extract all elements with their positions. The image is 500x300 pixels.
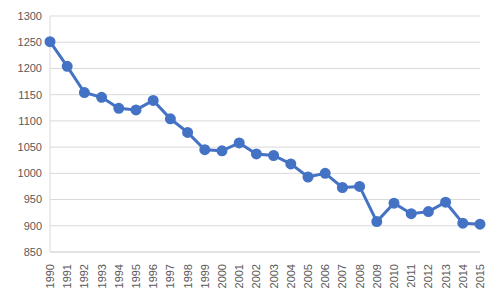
svg-text:1250: 1250 (18, 36, 42, 48)
svg-text:2007: 2007 (336, 264, 348, 288)
svg-text:2000: 2000 (216, 264, 228, 288)
svg-text:1200: 1200 (18, 62, 42, 74)
svg-text:2003: 2003 (268, 264, 280, 288)
svg-text:2015: 2015 (474, 264, 486, 288)
svg-text:1998: 1998 (182, 264, 194, 288)
svg-text:2009: 2009 (371, 264, 383, 288)
svg-text:1997: 1997 (164, 264, 176, 288)
svg-text:1992: 1992 (78, 264, 90, 288)
svg-text:1995: 1995 (130, 264, 142, 288)
svg-text:1000: 1000 (18, 167, 42, 179)
svg-text:1990: 1990 (44, 264, 56, 288)
svg-text:1150: 1150 (18, 89, 42, 101)
svg-text:2005: 2005 (302, 264, 314, 288)
svg-text:2002: 2002 (250, 264, 262, 288)
svg-text:950: 950 (24, 193, 42, 205)
svg-text:2010: 2010 (388, 264, 400, 288)
svg-text:2001: 2001 (233, 264, 245, 288)
svg-text:2012: 2012 (422, 264, 434, 288)
svg-text:1991: 1991 (61, 264, 73, 288)
svg-text:1100: 1100 (18, 115, 42, 127)
svg-text:2004: 2004 (285, 264, 297, 288)
svg-text:1993: 1993 (96, 264, 108, 288)
svg-text:2008: 2008 (354, 264, 366, 288)
svg-text:2013: 2013 (440, 264, 452, 288)
svg-text:900: 900 (24, 220, 42, 232)
svg-text:2011: 2011 (405, 264, 417, 288)
svg-text:850: 850 (24, 246, 42, 258)
svg-text:1300: 1300 (18, 10, 42, 22)
svg-text:1994: 1994 (113, 264, 125, 288)
svg-text:2014: 2014 (457, 264, 469, 288)
svg-text:1996: 1996 (147, 264, 159, 288)
svg-text:1050: 1050 (18, 141, 42, 153)
svg-text:1999: 1999 (199, 264, 211, 288)
svg-text:2006: 2006 (319, 264, 331, 288)
